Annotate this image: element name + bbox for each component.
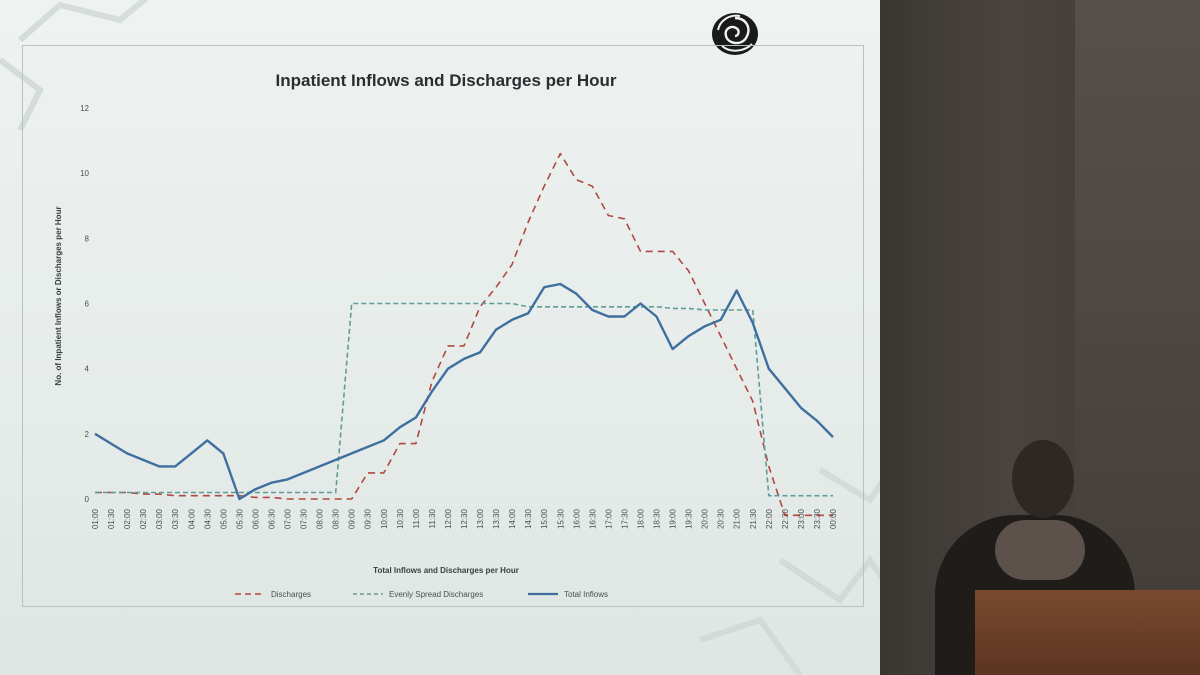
- x-tick-label: 13:00: [476, 508, 485, 529]
- presenter-scarf: [995, 520, 1085, 580]
- x-tick-label: 11:30: [428, 508, 437, 528]
- legend-label: Discharges: [271, 590, 311, 599]
- x-tick-label: 22:00: [765, 508, 774, 529]
- x-tick-label: 16:00: [572, 508, 581, 529]
- x-tick-label: 06:00: [251, 508, 260, 529]
- y-tick-label: 4: [85, 365, 90, 374]
- chart-legend: Discharges Evenly Spread Discharges Total …: [235, 590, 608, 599]
- x-tick-label: 17:30: [620, 508, 629, 529]
- legend-label: Evenly Spread Discharges: [389, 590, 483, 599]
- x-tick-label: 01:30: [107, 508, 116, 529]
- x-tick-label: 09:00: [348, 508, 357, 529]
- x-tick-label: 05:00: [219, 508, 228, 529]
- y-axis-label: No. of Inpatient Inflows or Discharges p…: [54, 206, 63, 385]
- x-tick-label: 15:30: [556, 508, 565, 529]
- podium: [975, 590, 1200, 675]
- projection-screen: Inpatient Inflows and Discharges per Hou…: [0, 0, 890, 675]
- x-tick-label: 14:00: [508, 508, 517, 529]
- x-tick-label: 08:00: [316, 508, 325, 529]
- x-tick-label: 04:00: [187, 508, 196, 529]
- y-axis-ticks: 0 2 4 6 8 10 12: [80, 104, 89, 504]
- x-tick-label: 10:30: [396, 508, 405, 529]
- x-tick-label: 18:30: [653, 508, 662, 529]
- x-tick-label: 19:30: [685, 508, 694, 529]
- y-tick-label: 10: [80, 169, 89, 178]
- series-line-total-inflows: [94, 282, 834, 501]
- series-layer: [94, 152, 834, 517]
- x-tick-label: 14:30: [524, 508, 533, 529]
- y-tick-label: 2: [85, 430, 90, 439]
- y-tick-label: 0: [85, 495, 90, 504]
- line-chart: Inpatient Inflows and Discharges per Hou…: [54, 71, 838, 599]
- legend-label: Total Inflows: [564, 590, 608, 599]
- x-tick-label: 06:30: [267, 508, 276, 529]
- room-wall: [880, 0, 1200, 675]
- x-axis-ticks: 01:00 01:30 02:00 02:30 03:00 03:30 04:00 04:30…: [91, 508, 838, 529]
- x-tick-label: 05:30: [235, 508, 244, 529]
- series-line-evenly-spread-discharges: [95, 302, 833, 497]
- x-axis-label: Total Inflows and Discharges per Hour: [373, 566, 519, 575]
- x-tick-label: 08:30: [332, 508, 341, 529]
- series-line-discharges: [95, 152, 833, 517]
- chart-title: Inpatient Inflows and Discharges per Hou…: [276, 71, 617, 90]
- x-tick-label: 03:30: [171, 508, 180, 529]
- y-tick-label: 6: [85, 300, 90, 309]
- x-tick-label: 01:00: [91, 508, 100, 529]
- wall-panel: [1075, 0, 1200, 590]
- x-tick-label: 22:30: [781, 508, 790, 529]
- x-tick-label: 03:00: [155, 508, 164, 529]
- x-tick-label: 23:30: [813, 508, 822, 529]
- x-tick-label: 11:00: [412, 508, 421, 528]
- organisation-logo-icon: [712, 13, 758, 55]
- x-tick-label: 17:00: [604, 508, 613, 529]
- x-tick-label: 19:00: [669, 508, 678, 529]
- x-tick-label: 16:30: [588, 508, 597, 529]
- x-tick-label: 12:00: [444, 508, 453, 529]
- x-tick-label: 18:00: [636, 508, 645, 529]
- x-tick-label: 21:30: [749, 508, 758, 529]
- x-tick-label: 07:00: [284, 508, 293, 529]
- x-tick-label: 20:30: [717, 508, 726, 529]
- x-tick-label: 02:00: [123, 508, 132, 529]
- x-tick-label: 10:00: [380, 508, 389, 529]
- presenter-head: [1012, 440, 1074, 518]
- y-tick-label: 8: [85, 234, 90, 243]
- x-tick-label: 04:30: [203, 508, 212, 529]
- x-tick-label: 07:30: [300, 508, 309, 529]
- x-tick-label: 13:30: [492, 508, 501, 529]
- y-tick-label: 12: [80, 104, 89, 113]
- x-tick-label: 02:30: [139, 508, 148, 529]
- chart-frame: Inpatient Inflows and Discharges per Hou…: [22, 45, 864, 607]
- x-tick-label: 00:00: [829, 508, 838, 529]
- x-tick-label: 23:00: [797, 508, 806, 529]
- x-tick-label: 20:00: [701, 508, 710, 529]
- x-tick-label: 15:00: [540, 508, 549, 529]
- x-tick-label: 21:00: [733, 508, 742, 529]
- x-tick-label: 12:30: [460, 508, 469, 529]
- x-tick-label: 09:30: [364, 508, 373, 529]
